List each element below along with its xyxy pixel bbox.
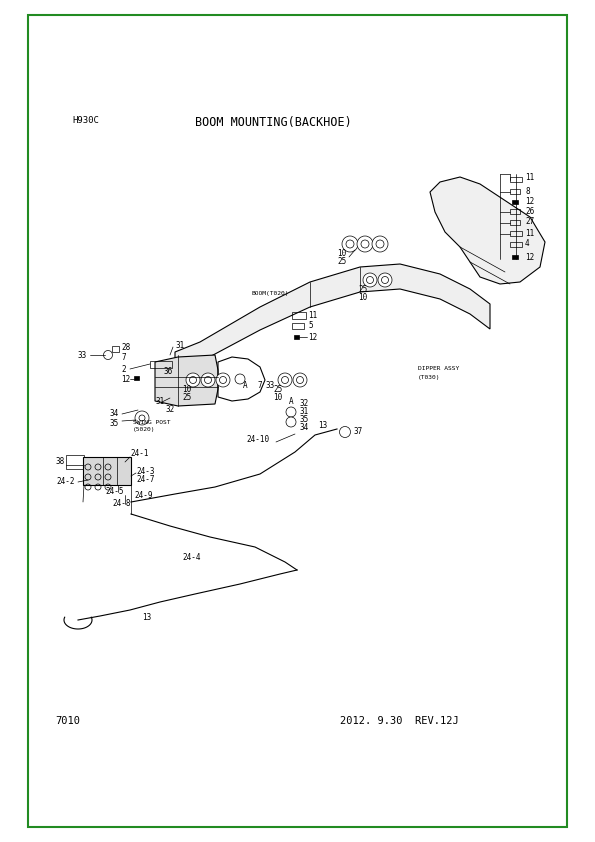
Text: 10: 10 [358, 294, 367, 302]
Bar [510, 231, 522, 236]
Text: 32: 32 [300, 399, 309, 408]
Text: A: A [243, 381, 248, 390]
Text: 10: 10 [273, 393, 282, 402]
Bar [150, 361, 172, 368]
Text: 31: 31 [155, 397, 164, 407]
Circle shape [286, 417, 296, 427]
Text: 12: 12 [525, 253, 534, 262]
Circle shape [286, 407, 296, 417]
Text: DIPPER ASSY: DIPPER ASSY [418, 366, 459, 371]
Text: 7: 7 [121, 354, 126, 363]
Circle shape [340, 427, 350, 438]
Text: 24-9: 24-9 [134, 491, 152, 499]
Text: 12: 12 [308, 333, 317, 342]
Text: 11: 11 [525, 173, 534, 182]
Text: 28: 28 [121, 344, 130, 353]
Text: 7: 7 [258, 381, 262, 390]
Text: 25: 25 [182, 393, 191, 402]
Text: 24-3: 24-3 [136, 466, 155, 476]
Text: 27: 27 [525, 217, 534, 226]
Text: 10: 10 [337, 249, 346, 258]
Text: SWING POST: SWING POST [133, 419, 171, 424]
Circle shape [216, 373, 230, 387]
Text: 33: 33 [78, 350, 87, 360]
Text: 24-7: 24-7 [136, 476, 155, 484]
Bar [512, 255, 518, 259]
Text: 7010: 7010 [55, 716, 80, 726]
Bar [292, 323, 304, 329]
Text: 2012. 9.30  REV.12J: 2012. 9.30 REV.12J [340, 716, 459, 726]
Bar [292, 312, 306, 319]
Text: 34: 34 [110, 409, 119, 418]
Text: (5020): (5020) [133, 428, 155, 433]
Text: 31: 31 [300, 408, 309, 417]
Text: 11: 11 [525, 228, 534, 237]
Text: 35: 35 [300, 415, 309, 424]
Text: 13: 13 [318, 422, 327, 430]
Circle shape [372, 236, 388, 252]
Text: 24-4: 24-4 [182, 552, 201, 562]
Text: A: A [289, 397, 293, 407]
Text: 34: 34 [300, 424, 309, 433]
Text: 24-2: 24-2 [56, 477, 74, 487]
Circle shape [201, 373, 215, 387]
Bar [510, 220, 520, 225]
Circle shape [278, 373, 292, 387]
Circle shape [135, 411, 149, 425]
Polygon shape [155, 355, 218, 406]
Bar [510, 189, 520, 194]
Text: 24-8: 24-8 [112, 499, 130, 509]
Circle shape [357, 236, 373, 252]
Text: 25: 25 [273, 386, 282, 395]
Text: H930C: H930C [72, 116, 99, 125]
Circle shape [235, 374, 245, 384]
Text: 13: 13 [142, 614, 151, 622]
Text: 37: 37 [353, 428, 362, 436]
Polygon shape [430, 177, 545, 284]
Text: 38: 38 [56, 456, 65, 466]
Text: 11: 11 [308, 311, 317, 319]
Text: 8: 8 [525, 186, 530, 195]
Polygon shape [175, 264, 490, 372]
Text: 33: 33 [265, 381, 274, 390]
Bar [112, 346, 119, 352]
Circle shape [293, 373, 307, 387]
Text: 31: 31 [175, 340, 184, 349]
Circle shape [363, 273, 377, 287]
Text: 24-10: 24-10 [246, 435, 269, 445]
Bar [510, 242, 522, 247]
Text: 5: 5 [308, 322, 312, 331]
Bar [66, 455, 84, 469]
Bar [83, 457, 131, 485]
Circle shape [186, 373, 200, 387]
Text: 12: 12 [121, 375, 130, 383]
Text: 2: 2 [121, 365, 126, 374]
Text: 25: 25 [337, 258, 346, 267]
Text: 26: 26 [525, 206, 534, 216]
Text: BOOM MOUNTING(BACKHOE): BOOM MOUNTING(BACKHOE) [195, 116, 352, 129]
Text: 36: 36 [163, 367, 172, 376]
Circle shape [342, 236, 358, 252]
Text: 10: 10 [182, 386, 191, 395]
Bar [510, 209, 520, 214]
Bar [294, 335, 299, 339]
Text: 25: 25 [358, 285, 367, 295]
Text: 32: 32 [165, 406, 174, 414]
Text: BOOM(T020): BOOM(T020) [252, 291, 290, 296]
Bar [134, 376, 139, 380]
Bar [510, 177, 522, 182]
Text: 4: 4 [525, 239, 530, 248]
Bar [512, 200, 518, 204]
Circle shape [378, 273, 392, 287]
Text: 35: 35 [110, 419, 119, 429]
Text: (T030): (T030) [418, 375, 440, 380]
Text: 24-5: 24-5 [105, 488, 124, 497]
Text: 24-1: 24-1 [130, 450, 149, 459]
Text: 12: 12 [525, 198, 534, 206]
